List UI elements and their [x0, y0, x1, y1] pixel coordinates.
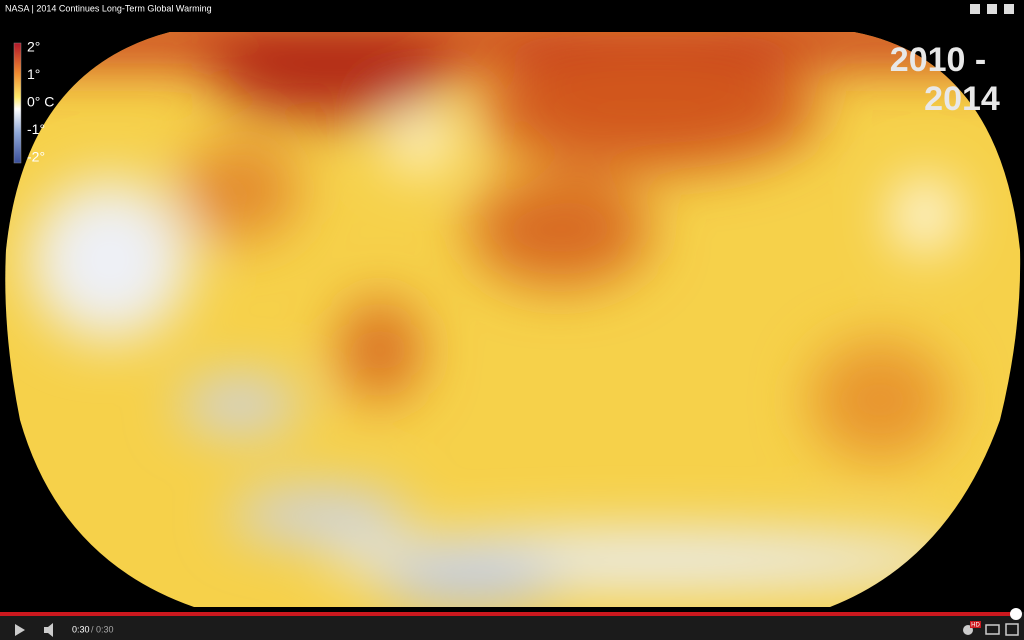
time-separator: / [91, 624, 94, 634]
temperature-map [5, 32, 1021, 607]
hd-badge: HD [971, 623, 980, 629]
theater-button[interactable] [985, 624, 1000, 635]
legend-label: -2° [27, 149, 45, 165]
hd-badge-bg [970, 621, 981, 628]
video-title: NASA | 2014 Continues Long-Term Global W… [5, 3, 212, 13]
like-button[interactable] [970, 4, 980, 14]
progress-handle[interactable] [1010, 608, 1022, 620]
current-time: 0:30 [72, 624, 90, 634]
dislike-button[interactable] [987, 4, 997, 14]
progress-bar[interactable] [0, 612, 1018, 616]
period-start: 2010 - [890, 41, 986, 79]
share-button[interactable] [1004, 4, 1014, 14]
play-button[interactable] [15, 624, 25, 636]
legend-label: 0° C [27, 94, 54, 110]
like-controls [970, 4, 1014, 14]
legend: 2° 1° 0° C -1° -2° [27, 39, 54, 165]
legend-label: 1° [27, 66, 40, 82]
legend-label: -1° [27, 121, 45, 137]
legend-colorbar [13, 42, 22, 164]
duration: 0:30 [96, 624, 114, 634]
period-end: 2014 [924, 80, 1000, 118]
volume-button[interactable] [44, 623, 53, 637]
fullscreen-button[interactable] [1005, 623, 1019, 636]
legend-label: 2° [27, 39, 40, 55]
control-bar [0, 612, 1024, 640]
